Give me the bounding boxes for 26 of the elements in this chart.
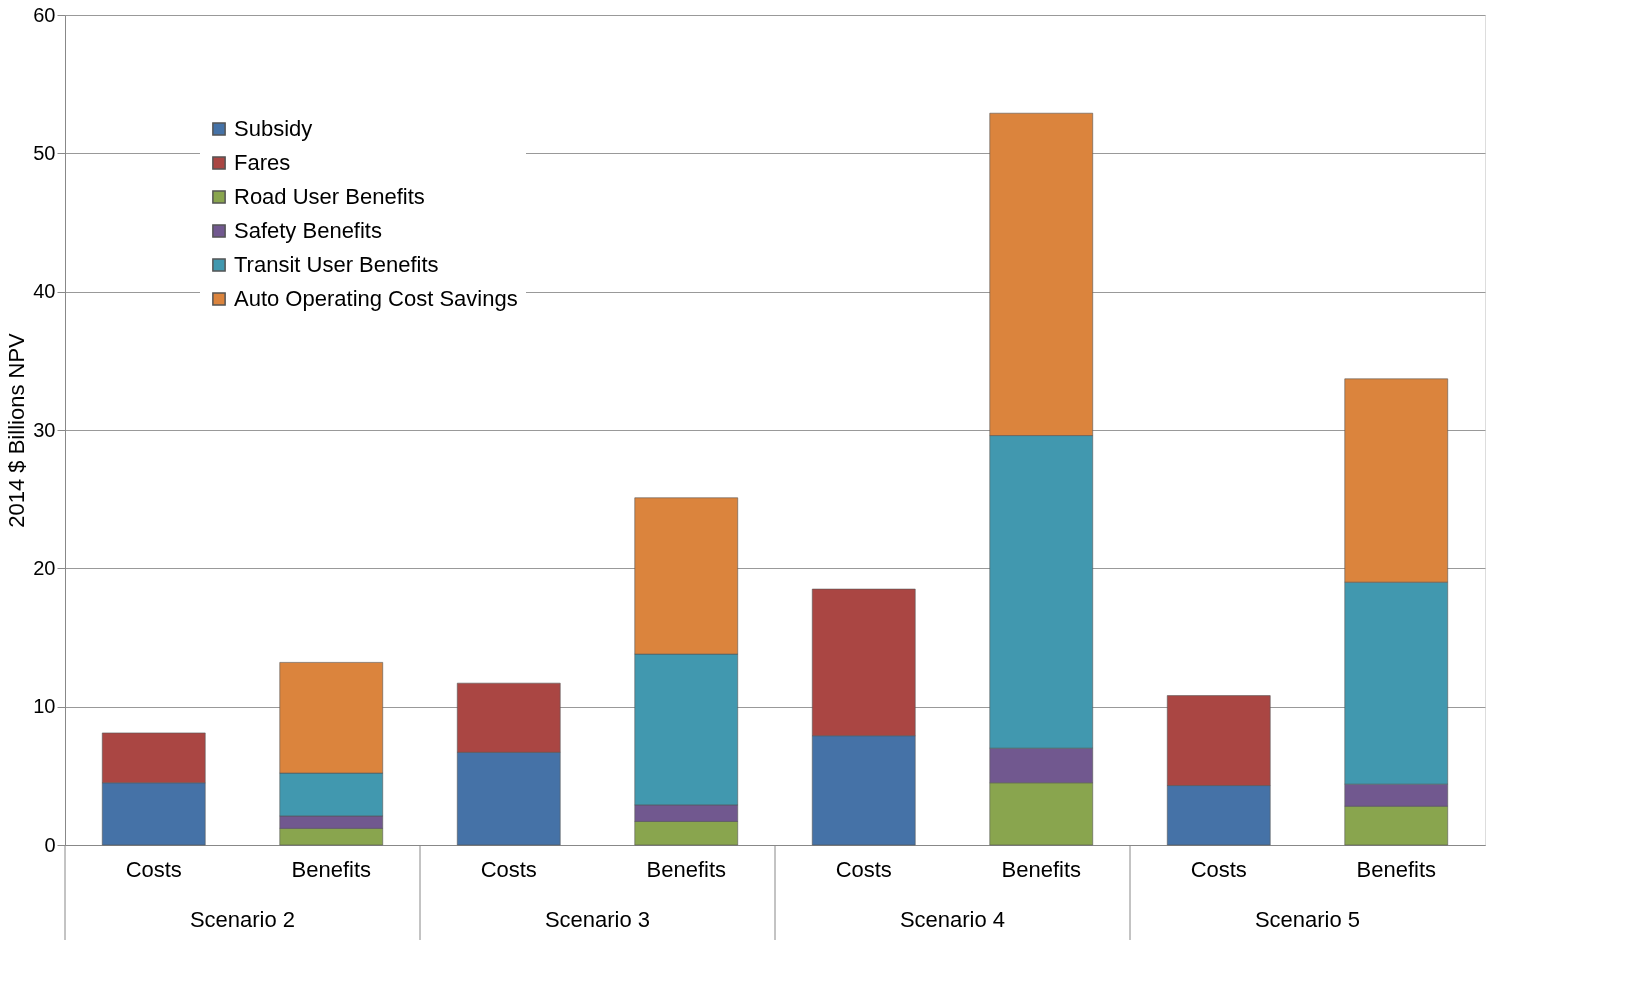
y-tick-label: 20 — [33, 556, 56, 579]
x-tick-label: Benefits — [291, 856, 371, 882]
y-tick-label: 40 — [33, 280, 56, 303]
y-tick-label: 50 — [33, 141, 56, 164]
x-tick-label: Benefits — [646, 856, 726, 882]
y-tick-label: 10 — [33, 695, 56, 718]
text: Scenario 4 — [899, 907, 1006, 932]
x-tick-label: Costs — [480, 856, 537, 882]
text: Scenario 5 — [1254, 907, 1361, 932]
text: Scenario 2 — [189, 907, 296, 932]
x-tick-label: Costs — [1190, 856, 1247, 882]
legend-label: Safety Benefits — [234, 218, 382, 243]
x-tick-label: Costs — [125, 856, 182, 882]
x-tick-label: Costs — [835, 856, 892, 882]
x-tick-label: Benefits — [1001, 856, 1081, 882]
legend-label: Road User Benefits — [234, 184, 425, 209]
y-tick-label: 30 — [33, 418, 56, 441]
legend-label: Subsidy — [234, 116, 313, 141]
y-tick-label: 60 — [33, 3, 56, 26]
y-tick-label: 0 — [44, 833, 56, 856]
x-tick-label: Benefits — [1356, 856, 1436, 882]
text: Scenario 3 — [544, 907, 651, 932]
legend-label: Fares — [234, 150, 291, 175]
legend-label: Auto Operating Cost Savings — [234, 286, 518, 311]
y-axis-title: 2014 $ Billions NPV — [4, 332, 30, 528]
legend-label: Transit User Benefits — [234, 252, 439, 277]
